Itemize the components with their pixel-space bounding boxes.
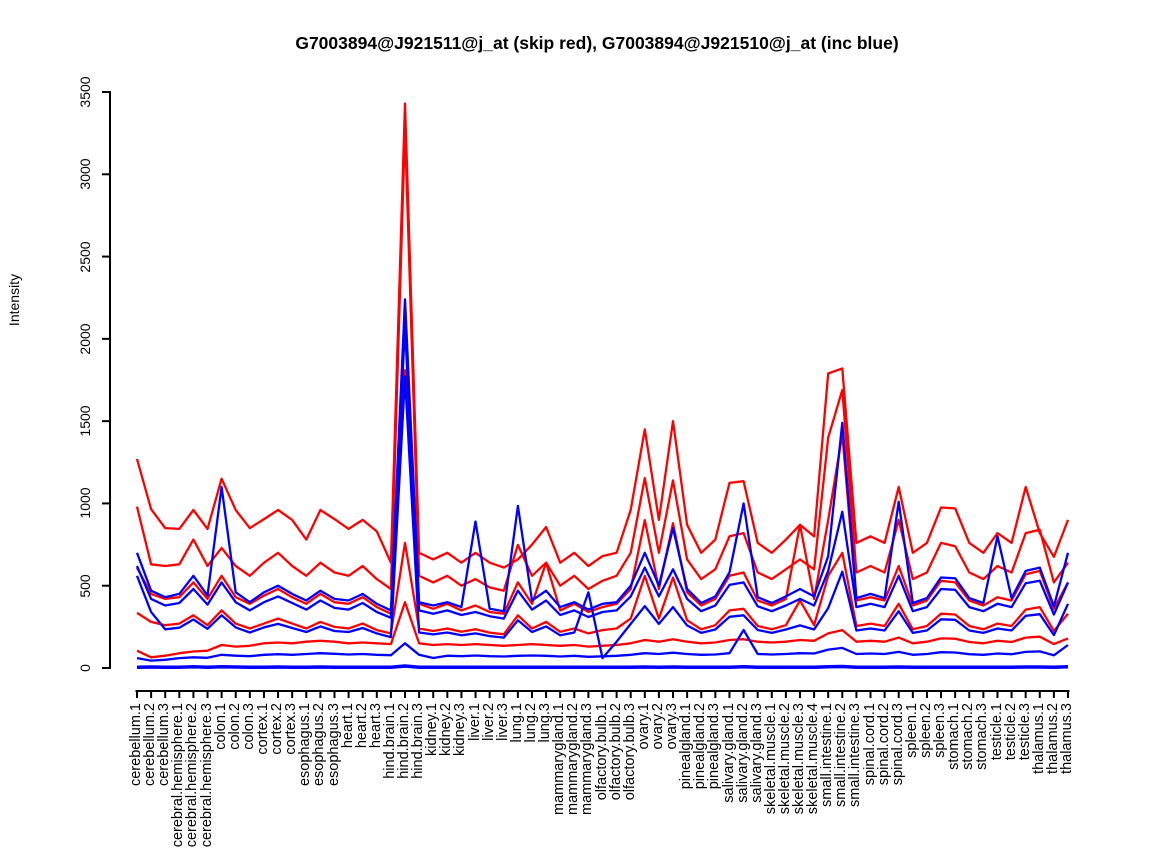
- series-line-red-4: [136, 541, 1069, 636]
- series-line-red-3: [135, 368, 1070, 615]
- x-tick-label: liver.1: [466, 703, 483, 741]
- x-tick-label: kidney.3: [452, 703, 469, 756]
- series-line-blue-4: [136, 628, 1069, 662]
- x-tick-label: olfactory.bulb.3: [621, 703, 638, 801]
- series-line-red-5: [136, 601, 1069, 659]
- x-tick-label: esophagus.3: [325, 703, 342, 787]
- series-line-red-1: [135, 102, 1070, 569]
- x-tick-label: salivary.gland.2: [734, 703, 751, 803]
- x-tick-label: skeletal.muscle.1: [762, 703, 779, 815]
- x-tick-label: testicle.3: [1016, 703, 1033, 761]
- x-tick-label: skeletal.muscle.2: [776, 703, 793, 815]
- x-tick-label: hind.brain.1: [381, 703, 398, 779]
- x-tick-label: testicle.2: [1002, 703, 1019, 761]
- series-line-blue-3: [135, 375, 1070, 660]
- y-tick-label: 3500: [77, 76, 93, 108]
- series-line-blue-2: [135, 324, 1070, 620]
- x-tick-label: salivary.gland.3: [748, 703, 765, 803]
- x-tick-label: salivary.gland.1: [720, 703, 737, 803]
- x-tick-label: spinal.cord.1: [861, 703, 878, 786]
- x-tick-label: cerebral.hemisphere.2: [184, 703, 201, 848]
- x-tick-label: spleen.2: [917, 703, 934, 758]
- x-tick-label: thalamus.3: [1059, 703, 1075, 774]
- x-tick-label: esophagus.2: [311, 703, 328, 787]
- x-tick-label: olfactory.bulb.2: [607, 703, 624, 801]
- x-tick-label: colon.1: [212, 703, 229, 750]
- x-tick-label: olfactory.bulb.1: [593, 703, 610, 801]
- y-tick-label: 1500: [77, 405, 93, 437]
- x-tick-label: ovary.1: [635, 703, 652, 750]
- y-tick-label: 1000: [77, 487, 93, 519]
- series-line-blue-1: [135, 298, 1070, 613]
- x-tick-label: heart.1: [339, 703, 356, 749]
- x-tick-label: heart.3: [367, 703, 384, 749]
- y-tick-label: 3000: [77, 158, 93, 190]
- x-tick-label: thalamus.2: [1044, 703, 1061, 774]
- x-tick-label: liver.2: [480, 703, 497, 741]
- x-tick-label: spinal.cord.3: [889, 703, 906, 786]
- y-tick-label: 2500: [77, 241, 93, 273]
- x-tick-label: testicle.1: [988, 703, 1005, 761]
- x-tick-label: liver.3: [494, 703, 511, 741]
- y-tick-label: 500: [77, 574, 93, 598]
- x-tick-label: ovary.2: [649, 703, 666, 750]
- x-tick-label: pinealgland.3: [706, 703, 723, 790]
- x-tick-label: cerebral.hemisphere.3: [198, 703, 215, 848]
- x-tick-label: colon.2: [226, 703, 243, 750]
- x-tick-label: small.intestine.3: [847, 703, 864, 807]
- x-tick-label: thalamus.1: [1030, 703, 1047, 774]
- series-line-blue-5: [136, 664, 1069, 670]
- y-tick-label: 0: [77, 664, 93, 672]
- x-tick-label: colon.3: [240, 703, 257, 750]
- x-tick-label: spleen.1: [903, 703, 920, 758]
- y-tick-label: 2000: [77, 323, 93, 355]
- series-line-red-2: [135, 127, 1069, 592]
- x-tick-label: spinal.cord.2: [875, 703, 892, 786]
- x-tick-label: lung.1: [508, 703, 525, 743]
- x-tick-label: stomach.3: [974, 703, 991, 770]
- x-tick-label: mammarygland.3: [579, 703, 596, 816]
- x-tick-label: heart.2: [353, 703, 370, 749]
- chart-title: G7003894@J921511@j_at (skip red), G70038…: [295, 33, 899, 53]
